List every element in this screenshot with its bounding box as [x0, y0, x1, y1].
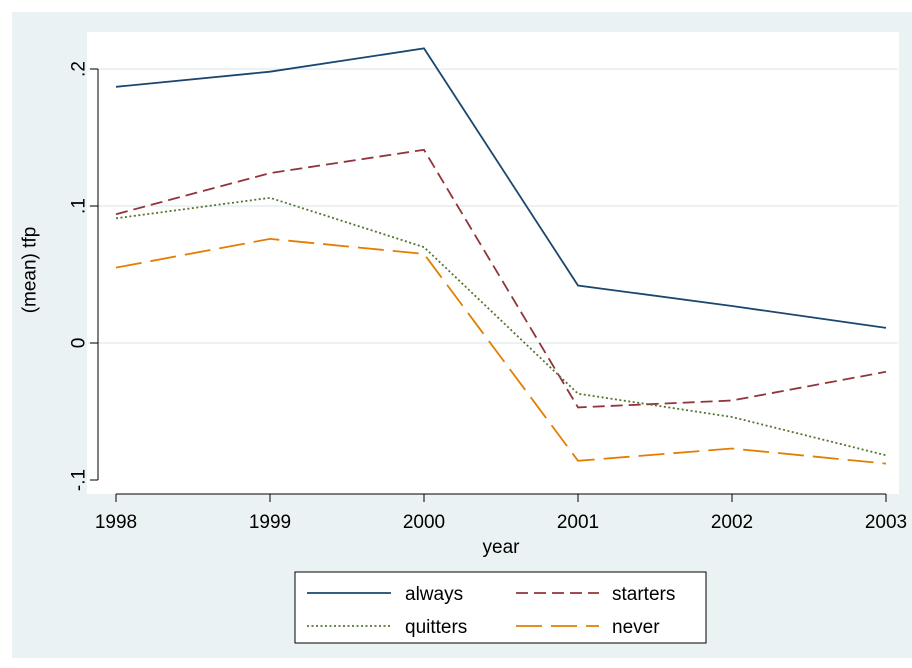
tick-labels: -.1 0 .1 .2 1998 1999 2000 2001 2002 2003: [69, 61, 908, 533]
x-axis-title: year: [483, 537, 521, 558]
x-tick-label: 2002: [711, 512, 753, 533]
legend-label-quitters: quitters: [405, 617, 467, 638]
legend: always starters quitters never: [294, 571, 707, 644]
series-line-always: [115, 47, 887, 329]
legend-box: [294, 571, 707, 644]
series-lines: [115, 47, 887, 465]
y-axis-title: (mean) tfp: [20, 227, 41, 314]
x-tick-label: 2000: [403, 512, 445, 533]
x-tick-label: 1999: [249, 512, 291, 533]
x-tick-label: 2001: [557, 512, 599, 533]
y-tick-label: 0: [69, 338, 90, 349]
x-tick-label: 1998: [95, 512, 137, 533]
y-tick-label: .2: [69, 61, 90, 77]
y-tick-label: .1: [69, 198, 90, 214]
plot-area: [87, 32, 899, 494]
legend-label-starters: starters: [612, 584, 675, 605]
y-tick-label: -.1: [69, 469, 90, 491]
grid-lines: [88, 68, 898, 344]
legend-label-never: never: [612, 617, 660, 638]
series-line-quitters: [115, 196, 887, 457]
legend-label-always: always: [405, 584, 463, 605]
axes: [90, 68, 887, 502]
series-line-never: [115, 237, 887, 465]
series-line-starters: [115, 148, 887, 409]
x-tick-label: 2003: [865, 512, 907, 533]
